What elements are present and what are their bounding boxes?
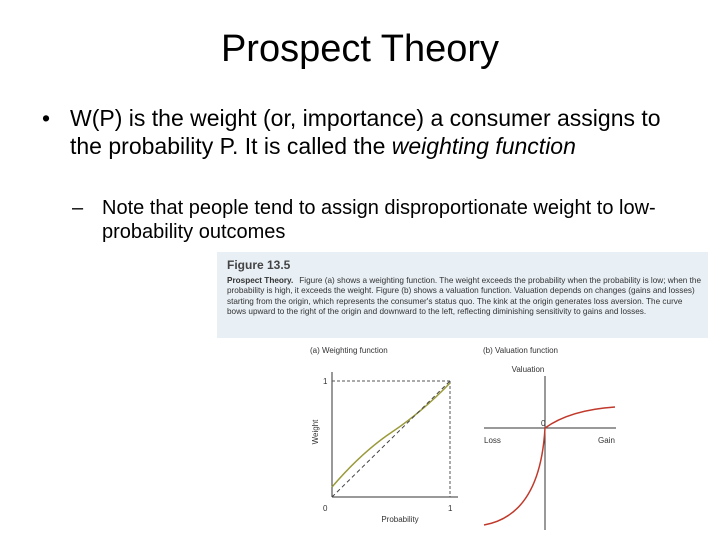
y-axis-label: Weight (311, 419, 320, 445)
origin-label: 0 (323, 504, 328, 513)
figure-caption-box: Figure 13.5 Prospect Theory. Figure (a) s… (217, 252, 708, 338)
sub-bullet: Note that people tend to assign dispropo… (72, 196, 662, 244)
caption-title: Prospect Theory. (227, 276, 294, 285)
slide-title: Prospect Theory (220, 28, 500, 70)
caption-text: Figure (a) shows a weighting function. T… (227, 276, 701, 317)
x-tick-label: 1 (448, 504, 453, 513)
gain-label: Gain (598, 436, 615, 445)
valuation-gain-curve (544, 406, 616, 429)
origin-label: 0 (541, 419, 546, 428)
panel-title: (b) Valuation function (483, 346, 558, 355)
valuation-loss-curve (483, 427, 546, 526)
bullet-text: W(P) is the weight (or, importance) a co… (70, 105, 661, 159)
figure-label: Figure 13.5 (227, 258, 291, 272)
x-axis-label: Probability (381, 515, 418, 524)
figure-caption: Prospect Theory. Figure (a) shows a weigh… (227, 276, 701, 318)
y-tick-label: 1 (323, 377, 328, 386)
diagonal (331, 380, 451, 498)
bullet: W(P) is the weight (or, importance) a co… (42, 104, 670, 160)
loss-label: Loss (484, 436, 501, 445)
bullet-emphasis: weighting function (391, 133, 576, 159)
weighting-curve (331, 382, 451, 488)
y-axis-label: Valuation (512, 365, 545, 374)
panel-title: (a) Weighting function (310, 346, 388, 355)
